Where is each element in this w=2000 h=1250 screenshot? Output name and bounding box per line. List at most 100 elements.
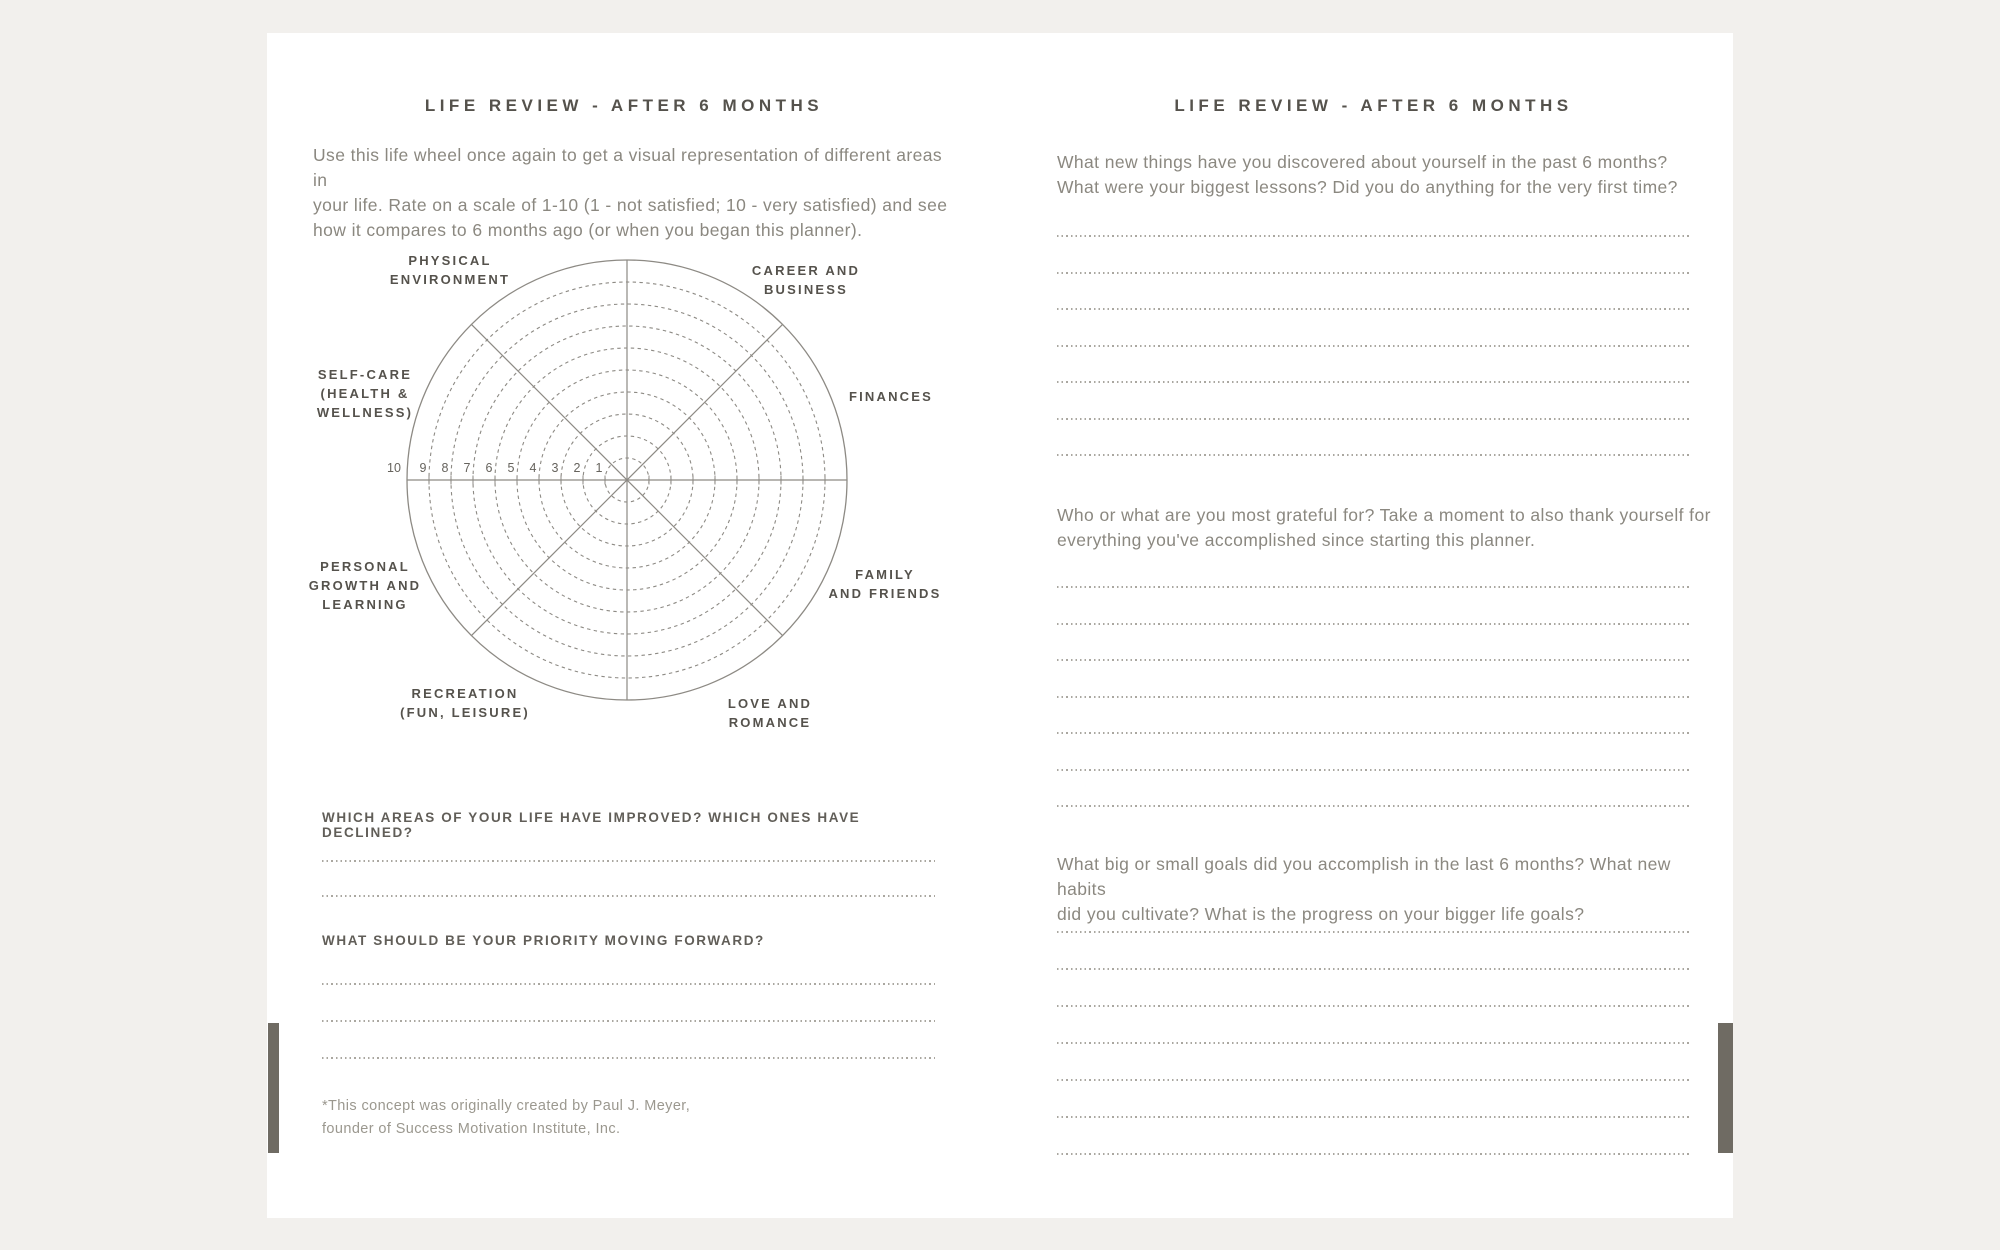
answer-line[interactable] xyxy=(1057,417,1690,420)
wheel-ring xyxy=(406,259,848,701)
wheel-scale-number: 1 xyxy=(596,461,603,475)
wheel-ring xyxy=(516,369,738,591)
intro-line: your life. Rate on a scale of 1-10 (1 - … xyxy=(313,195,948,215)
footnote-line: *This concept was originally created by … xyxy=(322,1098,691,1114)
right-question-3: What big or small goals did you accompli… xyxy=(1057,852,1717,927)
wheel-label-line: FINANCES xyxy=(848,389,934,404)
left-question-2: WHAT SHOULD BE YOUR PRIORITY MOVING FORW… xyxy=(322,933,765,948)
answer-lines-right-1[interactable] xyxy=(1057,235,1690,456)
left-question-1: WHICH AREAS OF YOUR LIFE HAVE IMPROVED? … xyxy=(322,810,861,840)
bookmark-ribbon-left xyxy=(268,1023,279,1153)
answer-lines-right-2[interactable] xyxy=(1057,586,1690,807)
wheel-ring xyxy=(428,281,826,679)
answer-line[interactable] xyxy=(1057,1042,1690,1044)
life-wheel-svg: 10 9 8 7 6 5 4 3 2 1 xyxy=(387,259,848,701)
wheel-label-line: PERSONAL xyxy=(320,559,410,574)
wheel-label-line: BUSINESS xyxy=(763,282,849,297)
answer-line[interactable] xyxy=(1057,732,1690,734)
answer-line[interactable] xyxy=(1057,381,1690,383)
wheel-label-line: CAREER AND xyxy=(751,263,861,278)
wheel-label-love-romance: LOVE AND ROMANCE xyxy=(670,694,870,732)
answer-line[interactable] xyxy=(322,1057,935,1059)
answer-line[interactable] xyxy=(1057,1153,1690,1155)
answer-lines-left-1[interactable] xyxy=(322,860,935,897)
answer-line[interactable] xyxy=(1057,1116,1690,1118)
wheel-label-line: LEARNING xyxy=(322,597,408,612)
answer-line[interactable] xyxy=(1057,968,1690,970)
question-line: Who or what are you most grateful for? T… xyxy=(1057,505,1711,525)
wheel-ring xyxy=(450,303,804,657)
wheel-ring xyxy=(560,413,694,547)
question-line: did you cultivate? What is the progress … xyxy=(1057,904,1585,924)
intro-paragraph: Use this life wheel once again to get a … xyxy=(313,143,953,243)
answer-line[interactable] xyxy=(1057,454,1690,456)
answer-line[interactable] xyxy=(1057,931,1690,933)
question-line: everything you've accomplished since sta… xyxy=(1057,530,1536,550)
footnote: *This concept was originally created by … xyxy=(322,1095,922,1141)
wheel-label-recreation: RECREATION (FUN, LEISURE) xyxy=(365,684,565,722)
wheel-scale-number: 3 xyxy=(552,461,559,475)
wheel-scale-number: 6 xyxy=(486,461,493,475)
answer-lines-right-3[interactable] xyxy=(1057,931,1690,1155)
wheel-label-line: WELLNESS) xyxy=(316,405,414,420)
wheel-scale-number: 4 xyxy=(530,461,537,475)
wheel-label-line: (HEALTH & xyxy=(320,386,410,401)
wheel-label-line: ENVIRONMENT xyxy=(389,272,511,287)
wheel-scale-number: 10 xyxy=(387,461,401,475)
answer-line[interactable] xyxy=(1057,1079,1690,1081)
question-line: What new things have you discovered abou… xyxy=(1057,152,1668,172)
answer-line[interactable] xyxy=(1057,308,1690,310)
intro-line: how it compares to 6 months ago (or when… xyxy=(313,220,863,240)
answer-line[interactable] xyxy=(1057,344,1690,347)
wheel-label-line: SELF-CARE xyxy=(317,367,413,382)
wheel-label-physical-environment: PHYSICAL ENVIRONMENT xyxy=(350,251,550,289)
answer-line[interactable] xyxy=(1057,805,1690,807)
bookmark-ribbon-right xyxy=(1718,1023,1733,1153)
left-page-title: LIFE REVIEW - AFTER 6 MONTHS xyxy=(424,96,824,115)
answer-line[interactable] xyxy=(322,1020,935,1022)
wheel-ring xyxy=(604,457,650,503)
intro-line: Use this life wheel once again to get a … xyxy=(313,145,942,190)
right-page-title: LIFE REVIEW - AFTER 6 MONTHS xyxy=(1174,96,1573,115)
question-line: What big or small goals did you accompli… xyxy=(1057,854,1671,899)
answer-line[interactable] xyxy=(1057,622,1690,625)
wheel-label-line: LOVE AND xyxy=(727,696,813,711)
wheel-label-line: GROWTH AND xyxy=(308,578,422,593)
wheel-label-personal-growth: PERSONAL GROWTH AND LEARNING xyxy=(270,557,460,614)
answer-lines-left-2[interactable] xyxy=(322,983,935,1059)
answer-line[interactable] xyxy=(1057,659,1690,661)
question-line: What were your biggest lessons? Did you … xyxy=(1057,177,1678,197)
wheel-label-line: PHYSICAL xyxy=(408,253,492,268)
right-question-2: Who or what are you most grateful for? T… xyxy=(1057,503,1717,553)
wheel-label-family-friends: FAMILY AND FRIENDS xyxy=(785,565,985,603)
answer-line[interactable] xyxy=(322,860,935,862)
wheel-label-line: FAMILY xyxy=(855,567,915,582)
wheel-spoke xyxy=(471,324,783,636)
answer-line[interactable] xyxy=(322,895,935,897)
answer-line[interactable] xyxy=(1057,695,1690,698)
answer-line[interactable] xyxy=(1057,768,1690,771)
wheel-ring xyxy=(582,435,672,525)
wheel-ring xyxy=(472,325,782,635)
wheel-label-line: RECREATION xyxy=(411,686,519,701)
wheel-label-career-business: CAREER AND BUSINESS xyxy=(706,261,906,299)
footnote-line: founder of Success Motivation Institute,… xyxy=(322,1121,621,1137)
answer-line[interactable] xyxy=(1057,235,1690,237)
wheel-ring xyxy=(494,347,760,613)
wheel-label-self-care: SELF-CARE (HEALTH & WELLNESS) xyxy=(270,365,460,422)
answer-line[interactable] xyxy=(1057,586,1690,588)
wheel-scale-number: 8 xyxy=(442,461,449,475)
answer-line[interactable] xyxy=(1057,271,1690,274)
wheel-ring xyxy=(538,391,716,569)
wheel-scale-number: 2 xyxy=(574,461,581,475)
wheel-label-line: AND FRIENDS xyxy=(828,586,942,601)
wheel-label-line: (FUN, LEISURE) xyxy=(400,705,530,720)
wheel-spoke xyxy=(471,324,783,636)
right-question-1: What new things have you discovered abou… xyxy=(1057,150,1717,200)
answer-line[interactable] xyxy=(1057,1005,1690,1007)
answer-line[interactable] xyxy=(322,983,935,985)
planner-spread: LIFE REVIEW - AFTER 6 MONTHS Use this li… xyxy=(267,33,1733,1218)
wheel-scale-number: 5 xyxy=(508,461,515,475)
wheel-label-finances: FINANCES xyxy=(791,387,991,406)
